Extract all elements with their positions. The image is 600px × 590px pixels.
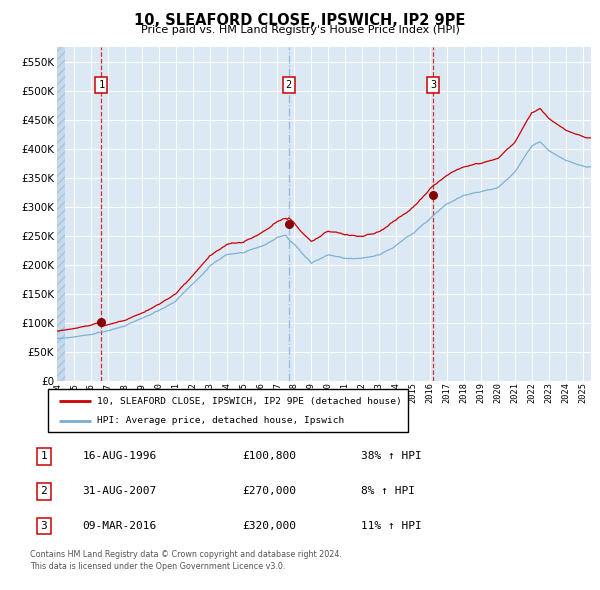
Bar: [57, 47, 65, 381]
Text: 1: 1: [40, 451, 47, 461]
Text: £100,800: £100,800: [242, 451, 296, 461]
Text: 10, SLEAFORD CLOSE, IPSWICH, IP2 9PE: 10, SLEAFORD CLOSE, IPSWICH, IP2 9PE: [134, 13, 466, 28]
Text: 2: 2: [286, 80, 292, 90]
Text: 11% ↑ HPI: 11% ↑ HPI: [361, 521, 422, 531]
Text: 16-AUG-1996: 16-AUG-1996: [82, 451, 157, 461]
Text: 2: 2: [40, 486, 47, 496]
Text: 31-AUG-2007: 31-AUG-2007: [82, 486, 157, 496]
Text: Price paid vs. HM Land Registry's House Price Index (HPI): Price paid vs. HM Land Registry's House …: [140, 25, 460, 35]
Text: Contains HM Land Registry data © Crown copyright and database right 2024.: Contains HM Land Registry data © Crown c…: [30, 550, 342, 559]
Text: 8% ↑ HPI: 8% ↑ HPI: [361, 486, 415, 496]
Text: 10, SLEAFORD CLOSE, IPSWICH, IP2 9PE (detached house): 10, SLEAFORD CLOSE, IPSWICH, IP2 9PE (de…: [97, 397, 401, 406]
Text: 3: 3: [40, 521, 47, 531]
Text: 3: 3: [430, 80, 436, 90]
FancyBboxPatch shape: [48, 389, 408, 432]
Text: 09-MAR-2016: 09-MAR-2016: [82, 521, 157, 531]
Text: £270,000: £270,000: [242, 486, 296, 496]
Text: HPI: Average price, detached house, Ipswich: HPI: Average price, detached house, Ipsw…: [97, 417, 344, 425]
Text: 1: 1: [98, 80, 104, 90]
Text: This data is licensed under the Open Government Licence v3.0.: This data is licensed under the Open Gov…: [30, 562, 286, 571]
Text: £320,000: £320,000: [242, 521, 296, 531]
Text: 38% ↑ HPI: 38% ↑ HPI: [361, 451, 422, 461]
